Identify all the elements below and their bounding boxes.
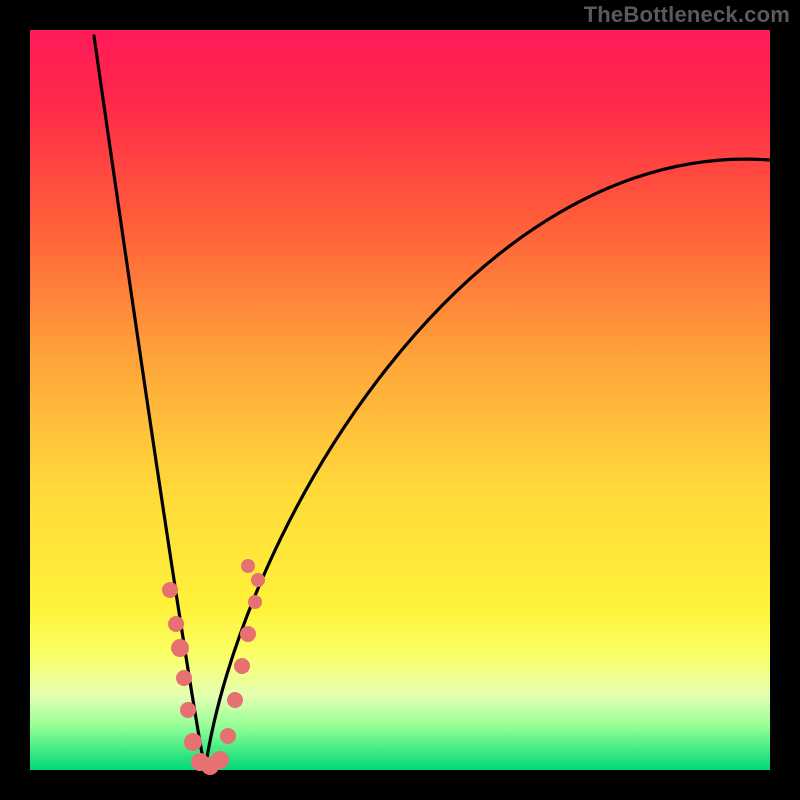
dot — [220, 728, 236, 744]
dot — [227, 692, 243, 708]
dot — [211, 751, 229, 769]
dot — [184, 733, 202, 751]
dot — [162, 582, 178, 598]
dot — [168, 616, 184, 632]
dot — [240, 626, 256, 642]
dot — [241, 559, 255, 573]
dot — [171, 639, 189, 657]
dot — [248, 595, 262, 609]
dot — [234, 658, 250, 674]
dot — [251, 573, 265, 587]
dot — [180, 702, 196, 718]
bottleneck-chart — [0, 0, 800, 800]
dot — [176, 670, 192, 686]
chart-container: TheBottleneck.com — [0, 0, 800, 800]
plot-background — [30, 30, 770, 770]
